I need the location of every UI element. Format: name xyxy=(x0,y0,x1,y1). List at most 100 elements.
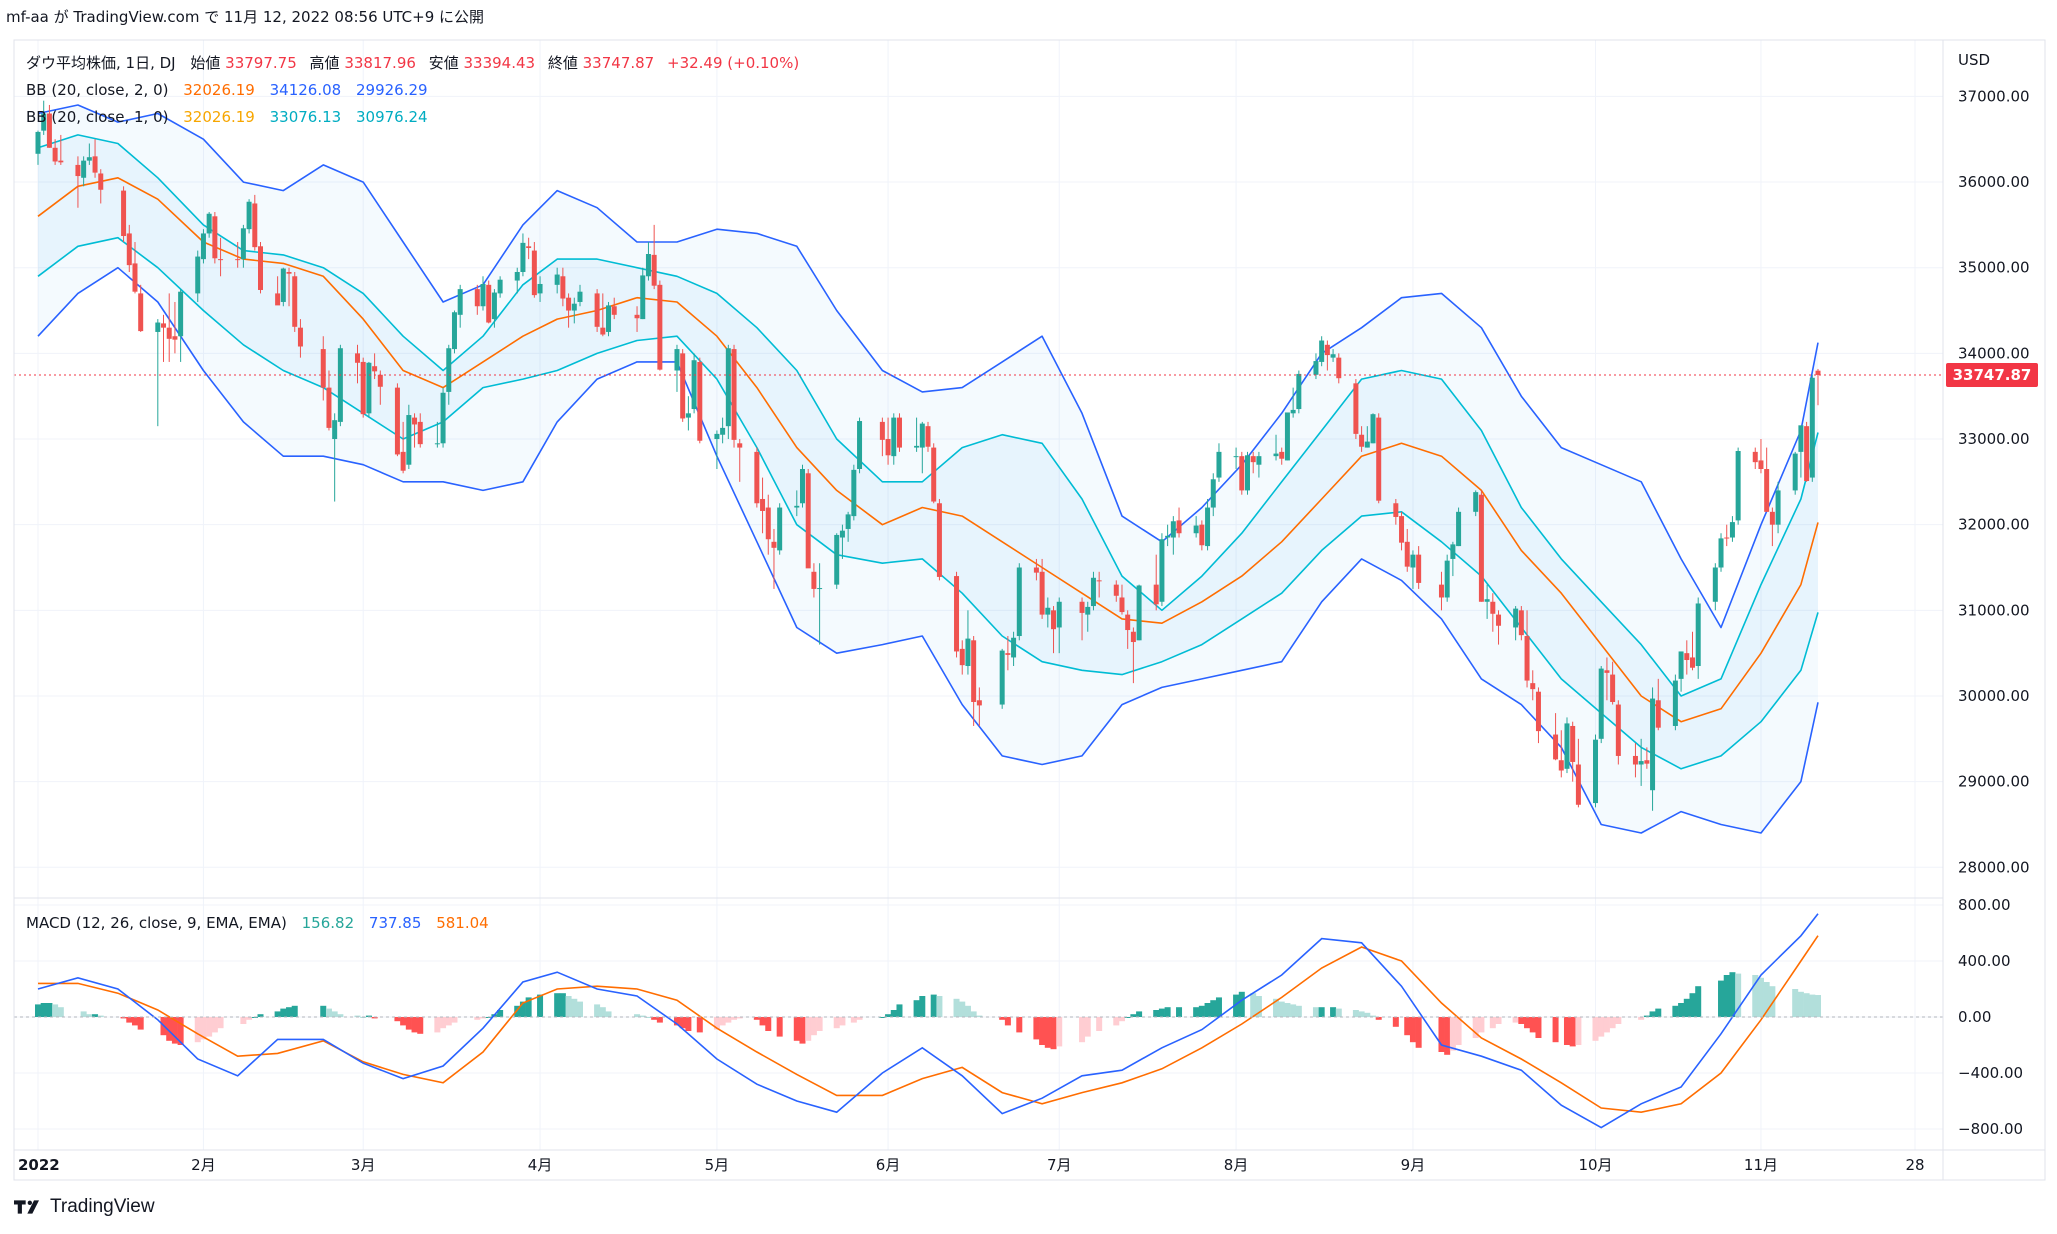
svg-text:ダウ平均株価, 1日, DJ 始値: ダウ平均株価, 1日, DJ 始値 33797.75 高値 33817.96 安… xyxy=(26,54,799,72)
candle-body xyxy=(1313,361,1319,375)
macd-histogram-bar xyxy=(1124,1017,1131,1018)
macd-histogram-bar xyxy=(1130,1014,1137,1017)
candle-body xyxy=(1330,354,1336,358)
candle-body xyxy=(280,268,286,302)
candle-body xyxy=(925,426,931,447)
legend-bb2[interactable]: BB (20, close, 1, 0) 32026.19 33076.13 3… xyxy=(26,108,428,126)
price-tick-label: 31000.00 xyxy=(1958,601,2030,619)
candle-body xyxy=(1684,653,1690,661)
candle-body xyxy=(1170,521,1176,538)
last-price-badge: 33747.87 xyxy=(1946,362,2038,387)
time-tick-label: 7月 xyxy=(1047,1156,1072,1174)
macd-histogram-bar xyxy=(1318,1007,1325,1017)
candle-body xyxy=(292,276,298,327)
macd-histogram-bar xyxy=(480,1017,487,1019)
macd-histogram-bar xyxy=(1495,1017,1502,1024)
candle-body xyxy=(560,276,566,299)
candle-body xyxy=(765,507,771,540)
macd-histogram-bar xyxy=(137,1017,144,1030)
macd-histogram-bar xyxy=(1638,1017,1645,1020)
macd-histogram-bar xyxy=(1392,1017,1399,1027)
bb-lower-1sd-line xyxy=(37,236,1819,770)
candle-body xyxy=(526,246,532,249)
macd-histogram-bar xyxy=(1797,991,1804,1017)
candle-body xyxy=(1496,614,1502,626)
candle-body xyxy=(1535,691,1541,732)
candle-body xyxy=(252,203,258,248)
macd-histogram-bar xyxy=(970,1011,977,1017)
macd-histogram-bar xyxy=(291,1005,298,1017)
macd-axis[interactable]: −800.00 −400.00 0.00 400.00 800.00 xyxy=(1958,896,2023,1138)
publish-header: mf-aa が TradingView.com で 11月 12, 2022 0… xyxy=(6,8,485,26)
macd-histogram-bar xyxy=(833,1017,840,1029)
macd-histogram-bar xyxy=(879,1017,886,1018)
legend-bb1[interactable]: BB (20, close, 2, 0) 32026.19 34126.08 2… xyxy=(26,81,428,99)
candle-body xyxy=(1804,426,1810,481)
time-tick-label: 11月 xyxy=(1744,1156,1778,1174)
bb-upper-2sd-line xyxy=(37,104,1819,629)
candle-body xyxy=(1473,492,1479,512)
tradingview-brand[interactable]: TradingView xyxy=(14,1196,155,1218)
macd-histogram-bar xyxy=(1689,993,1696,1017)
macd-histogram-bar xyxy=(1512,1017,1519,1023)
macd-histogram-bar xyxy=(890,1010,897,1017)
candle-body xyxy=(1792,453,1798,491)
macd-histogram xyxy=(35,972,1822,1055)
candle-body xyxy=(1364,441,1370,448)
macd-histogram-bar xyxy=(46,1003,53,1017)
legend-macd[interactable]: MACD (12, 26, close, 9, EMA, EMA) 156.82… xyxy=(26,914,489,932)
legend-bb2-lower: 30976.24 xyxy=(356,108,428,126)
svg-text:BB (20, close, 2, 0) 320: BB (20, close, 2, 0) 32026.19 34126.08 2… xyxy=(26,81,428,99)
candle-body xyxy=(1644,760,1650,764)
candle-body xyxy=(320,349,326,388)
macd-histogram-bar xyxy=(35,1004,41,1017)
candle-body xyxy=(936,503,942,577)
macd-histogram-bar xyxy=(1295,1005,1302,1017)
candle-body xyxy=(98,173,104,190)
candle-body xyxy=(166,327,172,339)
last-price-label: 33747.87 xyxy=(1953,366,2032,384)
macd-histogram-bar xyxy=(519,1001,526,1017)
macd-histogram-bar xyxy=(1529,1017,1536,1033)
time-tick-label: 6月 xyxy=(876,1156,901,1174)
macd-histogram-bar xyxy=(1335,1008,1342,1017)
macd-histogram-bar xyxy=(1370,1015,1377,1017)
macd-histogram-bar xyxy=(171,1017,178,1044)
time-tick-label: 5月 xyxy=(705,1156,730,1174)
price-axis-unit: USD xyxy=(1958,51,1990,69)
candle-body xyxy=(1615,704,1621,756)
candle-body xyxy=(1233,456,1239,458)
candle-body xyxy=(931,447,937,502)
candle-body xyxy=(138,293,144,332)
macd-histogram-bar xyxy=(594,1004,601,1017)
legend-close-value: 33747.87 xyxy=(583,54,655,72)
candle-body xyxy=(412,417,418,425)
macd-histogram-bar xyxy=(1455,1017,1462,1045)
macd-histogram-bar xyxy=(1815,995,1822,1017)
macd-histogram-bar xyxy=(1364,1012,1371,1017)
candle-body xyxy=(58,160,64,163)
macd-histogram-bar xyxy=(52,1004,59,1017)
candle-body xyxy=(1033,567,1039,573)
price-tick-label: 30000.00 xyxy=(1958,687,2030,705)
macd-histogram-bar xyxy=(1136,1011,1143,1017)
candle-body xyxy=(372,366,378,372)
candle-body xyxy=(132,263,138,292)
time-axis[interactable]: 2022 2月 3月 4月 5月 6月 7月 8月 9月 10月 11月 28 xyxy=(18,1156,1925,1174)
macd-histogram-bar xyxy=(651,1017,658,1020)
macd-histogram-bar xyxy=(1489,1017,1496,1029)
price-axis[interactable]: 28000.00 29000.00 30000.00 31000.00 32000.00… xyxy=(1958,87,2030,876)
candle-body xyxy=(406,415,412,465)
candle-body xyxy=(697,361,703,441)
macd-histogram-bar xyxy=(1312,1007,1319,1017)
candle-body xyxy=(1085,606,1091,615)
candle-body xyxy=(777,507,783,551)
candle-body xyxy=(954,576,960,652)
candle-body xyxy=(754,451,760,504)
candle-body xyxy=(794,505,800,508)
macd-histogram-bar xyxy=(713,1017,720,1030)
macd-histogram-bar xyxy=(200,1017,207,1040)
legend-main[interactable]: ダウ平均株価, 1日, DJ 始値 33797.75 高値 33817.96 安… xyxy=(26,54,799,72)
candle-body xyxy=(1689,657,1695,668)
